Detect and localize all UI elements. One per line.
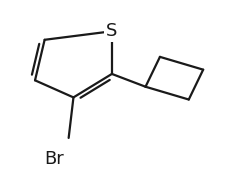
Text: S: S: [106, 22, 118, 40]
Text: Br: Br: [44, 150, 64, 168]
